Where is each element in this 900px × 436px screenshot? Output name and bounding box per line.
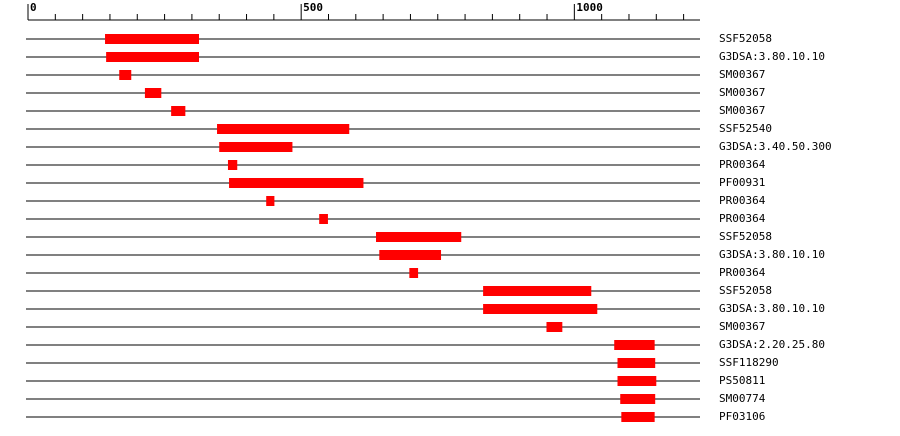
domain-bar bbox=[227, 160, 238, 170]
domain-bar bbox=[144, 88, 162, 98]
domain-bar bbox=[229, 178, 364, 188]
domain-bar bbox=[105, 34, 200, 44]
domain-label: SSF52058 bbox=[719, 230, 772, 243]
domain-bar bbox=[617, 358, 656, 368]
domain-bar bbox=[171, 106, 186, 116]
domain-label: SM00774 bbox=[719, 392, 766, 405]
x-tick-label: 1000 bbox=[576, 1, 603, 14]
domain-bar bbox=[106, 52, 200, 62]
domain-label: PS50811 bbox=[719, 374, 765, 387]
domain-label: PR00364 bbox=[719, 158, 766, 171]
domain-label: G3DSA:3.80.10.10 bbox=[719, 248, 825, 261]
domain-bar bbox=[379, 250, 442, 260]
domain-bar bbox=[546, 322, 563, 332]
domain-label: SSF52058 bbox=[719, 284, 772, 297]
domain-bar bbox=[483, 286, 592, 296]
x-tick-label: 500 bbox=[303, 1, 323, 14]
domain-bar bbox=[376, 232, 462, 242]
domain-bar bbox=[620, 394, 656, 404]
domain-bar bbox=[614, 340, 655, 350]
x-tick-label: 0 bbox=[30, 1, 37, 14]
domain-label: PR00364 bbox=[719, 194, 766, 207]
domain-label: PR00364 bbox=[719, 266, 766, 279]
domain-label: G3DSA:3.80.10.10 bbox=[719, 50, 825, 63]
domain-bar bbox=[319, 214, 328, 224]
domain-label: PR00364 bbox=[719, 212, 766, 225]
domain-label: SM00367 bbox=[719, 104, 765, 117]
domain-label: SSF52058 bbox=[719, 32, 772, 45]
domain-bar bbox=[119, 70, 132, 80]
domain-label: G3DSA:3.40.50.300 bbox=[719, 140, 832, 153]
domain-label: PF00931 bbox=[719, 176, 765, 189]
domain-bar bbox=[266, 196, 275, 206]
domain-label: SSF118290 bbox=[719, 356, 779, 369]
domain-label: G3DSA:3.80.10.10 bbox=[719, 302, 825, 315]
domain-label: SM00367 bbox=[719, 68, 765, 81]
domain-label: G3DSA:2.20.25.80 bbox=[719, 338, 825, 351]
domain-bar bbox=[617, 376, 657, 386]
domain-bar bbox=[219, 142, 293, 152]
domain-label: PF03106 bbox=[719, 410, 765, 423]
domain-bar bbox=[409, 268, 419, 278]
domain-label: SM00367 bbox=[719, 320, 765, 333]
domain-bar bbox=[217, 124, 350, 134]
domain-label: SSF52540 bbox=[719, 122, 772, 135]
domain-bar bbox=[621, 412, 655, 422]
domain-label: SM00367 bbox=[719, 86, 765, 99]
domain-bar bbox=[483, 304, 598, 314]
